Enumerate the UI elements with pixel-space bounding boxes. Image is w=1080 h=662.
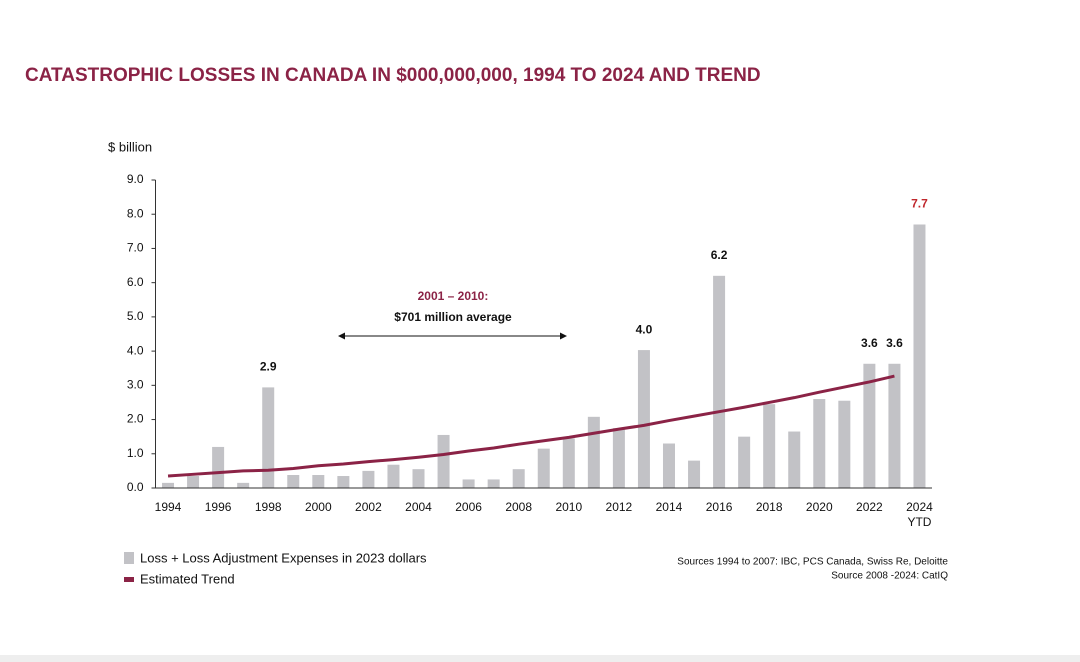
y-tick-label: 6.0: [127, 275, 144, 289]
legend-swatch-line: [124, 577, 134, 582]
x-tick-label: 1996: [204, 500, 232, 514]
annotation-title: 2001 – 2010:: [418, 289, 489, 303]
bar: [788, 431, 801, 488]
x-tick-label: 2014: [655, 500, 683, 514]
x-tick-label: 1998: [254, 500, 282, 514]
data-label: 7.7: [911, 197, 928, 211]
bar: [612, 428, 625, 488]
bar: [362, 470, 375, 488]
trend-line: [167, 374, 895, 478]
bar: [162, 482, 175, 488]
bar: [312, 474, 325, 488]
bar: [888, 363, 901, 488]
data-label: 2.9: [260, 360, 277, 374]
data-label: 3.6: [886, 336, 903, 350]
bar: [212, 446, 225, 488]
y-axis-label: $ billion: [108, 139, 152, 154]
bar: [487, 479, 500, 488]
bar: [562, 438, 575, 488]
bar: [813, 399, 826, 488]
bar: [462, 479, 475, 488]
bar: [662, 443, 675, 488]
source-note: Sources 1994 to 2007: IBC, PCS Canada, S…: [677, 557, 948, 568]
legend-label: Estimated Trend: [140, 571, 235, 586]
bar: [637, 350, 650, 488]
x-tick-label: 2024 YTD: [906, 500, 933, 529]
bar: [913, 224, 926, 488]
y-tick-label: 4.0: [127, 343, 144, 357]
bar: [437, 434, 450, 488]
bar: [387, 464, 400, 488]
bar: [763, 404, 776, 488]
source-note: Source 2008 -2024: CatIQ: [831, 571, 948, 582]
y-tick-label: 0.0: [127, 480, 144, 494]
bar: [688, 460, 701, 488]
x-tick-label: 1994: [154, 500, 182, 514]
y-tick-label: 1.0: [127, 446, 144, 460]
x-tick-label: 2010: [555, 500, 583, 514]
data-label: 3.6: [861, 336, 878, 350]
bar: [412, 469, 425, 488]
x-tick-label: 2008: [505, 500, 533, 514]
data-label: 6.2: [711, 248, 728, 262]
bar: [237, 482, 250, 488]
x-tick-label: 2006: [455, 500, 482, 514]
bar: [262, 387, 275, 488]
x-tick-label: 2000: [304, 500, 332, 514]
y-tick-label: 3.0: [127, 378, 144, 392]
bottom-strip: [0, 655, 1080, 662]
bar: [713, 275, 726, 488]
y-tick-label: 7.0: [127, 241, 144, 255]
annotation-text: $701 million average: [394, 310, 512, 324]
x-tick-label: 2012: [605, 500, 633, 514]
x-tick-label: 2004: [405, 500, 432, 514]
bar: [287, 474, 300, 488]
data-label: 4.0: [636, 322, 653, 336]
y-tick-label: 5.0: [127, 309, 144, 323]
chart-title: CATASTROPHIC LOSSES IN CANADA IN $000,00…: [25, 65, 761, 86]
bar: [187, 476, 200, 488]
y-tick-label: 2.0: [127, 412, 144, 426]
y-tick-label: 8.0: [127, 206, 144, 220]
bar: [863, 363, 876, 488]
bar: [337, 476, 350, 488]
bar: [537, 448, 550, 488]
legend-label: Loss + Loss Adjustment Expenses in 2023 …: [140, 550, 427, 565]
bar: [738, 436, 751, 488]
bar: [838, 400, 851, 488]
x-tick-label: 2002: [355, 500, 382, 514]
x-tick-label: 2018: [755, 500, 783, 514]
y-tick-label: 9.0: [127, 172, 144, 186]
legend-swatch-bar: [124, 552, 134, 564]
x-tick-label: 2022: [856, 500, 883, 514]
bar: [512, 469, 525, 488]
bar: [587, 416, 600, 488]
x-tick-label: 2020: [805, 500, 833, 514]
x-tick-label: 2016: [705, 500, 733, 514]
annotation-arrow: [338, 332, 567, 340]
